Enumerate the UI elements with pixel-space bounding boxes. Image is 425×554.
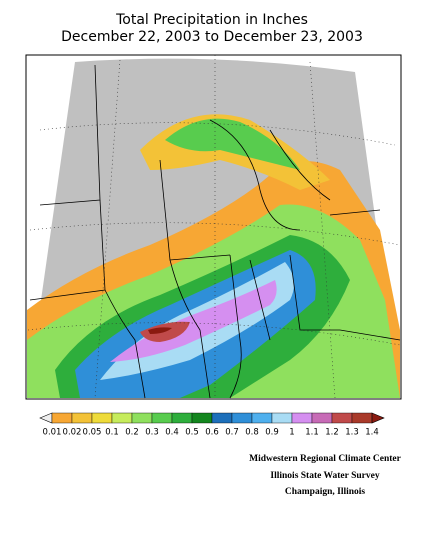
legend-swatch [251,412,273,424]
legend-label: 1.4 [365,428,379,438]
legend-swatch [151,412,173,424]
legend-label: 0.02 [63,428,82,438]
legend-label: 0.1 [105,428,119,438]
legend-swatch [291,412,313,424]
legend-swatch [91,412,113,424]
legend-label: 0.2 [125,428,139,438]
legend-label: 0.5 [185,428,199,438]
graticule [27,55,401,399]
legend-label: 0.01 [43,428,62,438]
legend-label: 0.3 [145,428,159,438]
legend-swatch [211,412,233,424]
legend-label: 0.8 [245,428,259,438]
legend-label: 1.1 [305,428,319,438]
legend-swatch [271,412,293,424]
subtitle: December 22, 2003 to December 23, 2003 [61,29,363,45]
legend-label: 1.2 [325,428,339,438]
legend-label: 0.05 [83,428,102,438]
precip-peak [148,327,172,334]
title: Total Precipitation in Inches [115,12,308,28]
legend-swatch [231,412,253,424]
legend-swatch [131,412,153,424]
legend-over [371,412,385,424]
legend-swatch [351,412,373,424]
credit: Illinois State Water Survey [270,471,379,481]
legend-label: 0.9 [265,428,279,438]
legend-label: 0.4 [165,428,179,438]
legend-swatch [71,412,93,424]
legend-label: 1 [289,428,294,438]
legend-swatch [51,412,73,424]
legend-swatch [311,412,333,424]
legend: 0.01 0.02 0.05 0.1 0.2 0.3 0.4 0.5 0.6 0.7 0.8 0.9 1… [39,412,385,438]
legend-swatch [331,412,353,424]
legend-swatch [171,412,193,424]
legend-label: 0.6 [205,428,219,438]
legend-under [39,412,53,424]
legend-swatch [111,412,133,424]
map [25,54,402,400]
boundaries [29,64,401,399]
legend-swatch [191,412,213,424]
legend-label: 0.7 [225,428,239,438]
legend-label: 1.3 [345,428,359,438]
credit: Champaign, Illinois [285,487,366,497]
precip-north-green [165,118,300,170]
credit: Midwestern Regional Climate Center [249,454,401,464]
